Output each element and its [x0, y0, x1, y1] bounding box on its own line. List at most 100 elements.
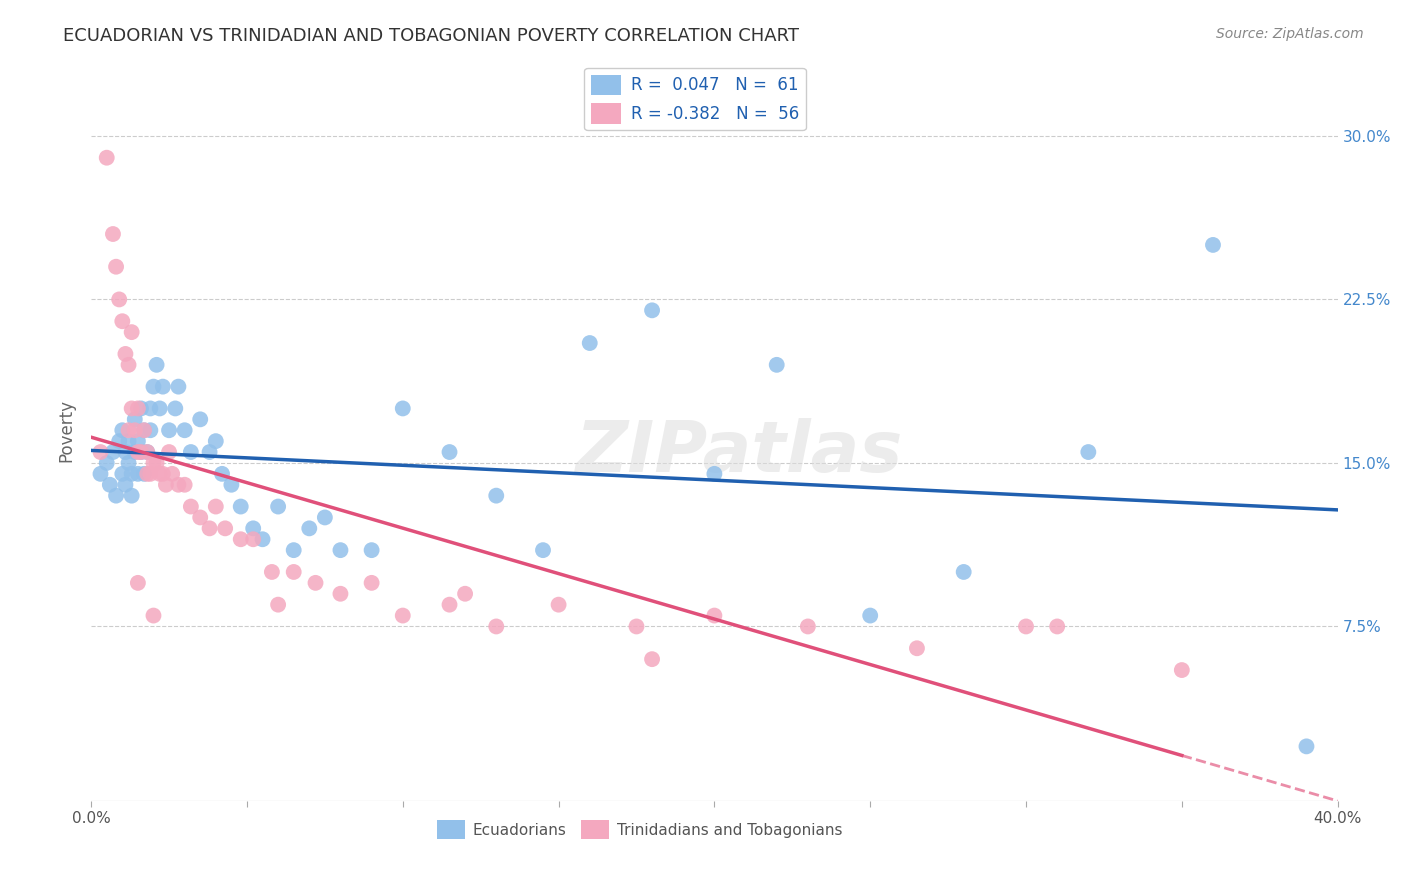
Point — [1202, 238, 1225, 252]
Point — [180, 500, 202, 514]
Point — [641, 303, 664, 318]
Point — [391, 608, 413, 623]
Point — [531, 543, 554, 558]
Text: ECUADORIAN VS TRINIDADIAN AND TOBAGONIAN POVERTY CORRELATION CHART: ECUADORIAN VS TRINIDADIAN AND TOBAGONIAN… — [63, 27, 799, 45]
Point — [136, 445, 159, 459]
Point — [114, 477, 136, 491]
Point — [298, 521, 321, 535]
Point — [905, 641, 928, 656]
Point — [96, 456, 118, 470]
Point — [173, 477, 195, 491]
Point — [221, 477, 243, 491]
Point — [765, 358, 787, 372]
Point — [121, 401, 143, 416]
Point — [360, 543, 382, 558]
Point — [439, 598, 461, 612]
Point — [360, 575, 382, 590]
Point — [89, 445, 111, 459]
Point — [89, 467, 111, 481]
Point — [329, 543, 352, 558]
Point — [149, 401, 172, 416]
Legend: Ecuadorians, Trinidadians and Tobagonians: Ecuadorians, Trinidadians and Tobagonian… — [432, 814, 848, 845]
Point — [242, 533, 264, 547]
Point — [108, 293, 131, 307]
Point — [124, 423, 146, 437]
Point — [124, 445, 146, 459]
Point — [703, 467, 725, 481]
Point — [98, 477, 121, 491]
Point — [229, 533, 252, 547]
Point — [180, 445, 202, 459]
Point — [703, 608, 725, 623]
Point — [139, 401, 162, 416]
Point — [160, 467, 183, 481]
Point — [267, 500, 290, 514]
Point — [127, 467, 149, 481]
Point — [304, 575, 326, 590]
Point — [214, 521, 236, 535]
Point — [152, 467, 174, 481]
Point — [139, 467, 162, 481]
Point — [111, 314, 134, 328]
Point — [485, 489, 508, 503]
Point — [101, 445, 124, 459]
Point — [136, 445, 159, 459]
Point — [188, 510, 211, 524]
Point — [157, 423, 180, 437]
Point — [117, 456, 139, 470]
Point — [198, 521, 221, 535]
Point — [142, 379, 165, 393]
Point — [952, 565, 974, 579]
Point — [127, 445, 149, 459]
Point — [117, 358, 139, 372]
Point — [1015, 619, 1038, 633]
Point — [149, 467, 172, 481]
Text: Source: ZipAtlas.com: Source: ZipAtlas.com — [1216, 27, 1364, 41]
Point — [283, 565, 305, 579]
Point — [204, 434, 226, 449]
Point — [145, 456, 167, 470]
Point — [157, 445, 180, 459]
Point — [641, 652, 664, 666]
Y-axis label: Poverty: Poverty — [58, 399, 75, 462]
Point — [114, 445, 136, 459]
Point — [145, 358, 167, 372]
Point — [167, 379, 190, 393]
Point — [1046, 619, 1069, 633]
Point — [242, 521, 264, 535]
Point — [797, 619, 820, 633]
Point — [134, 467, 156, 481]
Point — [165, 401, 187, 416]
Point — [142, 456, 165, 470]
Point — [1077, 445, 1099, 459]
Point — [129, 445, 152, 459]
Point — [578, 336, 600, 351]
Point — [188, 412, 211, 426]
Point — [108, 434, 131, 449]
Point — [314, 510, 336, 524]
Point — [127, 434, 149, 449]
Point — [260, 565, 283, 579]
Point — [96, 151, 118, 165]
Point — [211, 467, 233, 481]
Point — [121, 489, 143, 503]
Point — [136, 467, 159, 481]
Point — [283, 543, 305, 558]
Point — [105, 260, 128, 274]
Point — [198, 445, 221, 459]
Point — [252, 533, 274, 547]
Point — [152, 379, 174, 393]
Point — [134, 423, 156, 437]
Point — [329, 587, 352, 601]
Point — [859, 608, 882, 623]
Point — [173, 423, 195, 437]
Point — [117, 423, 139, 437]
Point — [142, 608, 165, 623]
Point — [101, 227, 124, 241]
Point — [114, 347, 136, 361]
Point — [485, 619, 508, 633]
Point — [391, 401, 413, 416]
Point — [129, 401, 152, 416]
Point — [111, 467, 134, 481]
Point — [139, 423, 162, 437]
